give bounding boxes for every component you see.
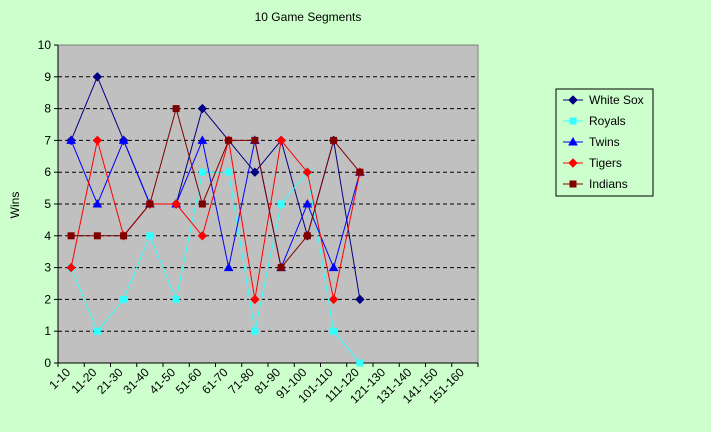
- x-tick-label: 51-60: [173, 365, 205, 397]
- legend-label: White Sox: [589, 93, 644, 107]
- data-point: [569, 180, 577, 188]
- data-point: [356, 359, 364, 367]
- data-point: [66, 135, 76, 144]
- data-point: [355, 294, 365, 305]
- data-point: [92, 135, 103, 146]
- data-point: [250, 294, 260, 305]
- x-tick-label: 31-40: [120, 365, 152, 397]
- series-line: [71, 106, 361, 269]
- legend: White Sox Royals Twins Tigers Indians: [555, 88, 654, 197]
- data-point: [302, 198, 313, 208]
- data-point: [328, 294, 339, 305]
- series-indians: [67, 105, 364, 272]
- data-point: [328, 262, 339, 272]
- data-point: [251, 327, 259, 335]
- data-point: [277, 264, 285, 272]
- data-point: [250, 167, 260, 177]
- data-point: [303, 232, 311, 240]
- legend-item: Twins: [563, 135, 620, 149]
- data-point: [146, 200, 154, 208]
- series-tigers: [66, 135, 365, 305]
- data-point: [251, 136, 259, 144]
- data-point: [197, 103, 208, 114]
- data-point: [197, 135, 208, 144]
- legend-label: Indians: [589, 177, 628, 191]
- data-point: [67, 232, 75, 240]
- data-point: [172, 105, 180, 113]
- y-tick-label: 8: [44, 102, 51, 116]
- legend-item: Indians: [563, 177, 628, 191]
- data-point: [568, 158, 578, 168]
- y-tick-label: 0: [44, 356, 51, 370]
- y-tick-label: 5: [44, 197, 51, 211]
- data-point: [146, 232, 154, 240]
- data-point: [225, 168, 233, 176]
- legend-label: Twins: [589, 135, 620, 149]
- data-point: [569, 117, 577, 125]
- data-point: [223, 262, 234, 272]
- data-point: [92, 198, 103, 208]
- data-point: [171, 199, 181, 209]
- data-point: [568, 95, 578, 105]
- data-point: [276, 135, 286, 146]
- y-tick-label: 1: [44, 324, 51, 338]
- y-tick-label: 7: [44, 133, 51, 147]
- data-point: [198, 200, 206, 208]
- data-point: [356, 168, 364, 176]
- data-point: [120, 232, 128, 240]
- data-point: [120, 295, 128, 303]
- data-point: [66, 262, 76, 273]
- legend-item: Royals: [563, 114, 626, 128]
- y-axis-label: Wins: [8, 192, 22, 219]
- x-tick-label: 21-30: [94, 365, 126, 397]
- y-tick-label: 3: [44, 261, 51, 275]
- data-point: [225, 136, 233, 144]
- data-point: [330, 327, 338, 335]
- data-point: [93, 327, 101, 335]
- y-tick-label: 6: [44, 165, 51, 179]
- y-tick-label: 10: [38, 38, 52, 52]
- x-tick-label: 71-80: [225, 365, 257, 397]
- legend-label: Tigers: [589, 156, 622, 170]
- y-tick-label: 4: [44, 229, 51, 243]
- legend-label: Royals: [589, 114, 626, 128]
- legend-item: White Sox: [563, 93, 644, 107]
- series-line: [70, 139, 361, 300]
- x-tick-label: 11-20: [69, 365, 100, 396]
- y-tick-label: 9: [44, 70, 51, 84]
- data-point: [172, 295, 180, 303]
- legend-item: Tigers: [563, 156, 622, 170]
- data-point: [197, 231, 208, 241]
- plot-area: 0123456789101-1011-2021-3031-4041-5051-6…: [38, 38, 479, 406]
- data-point: [302, 167, 313, 177]
- data-point: [93, 232, 101, 240]
- data-point: [92, 72, 103, 82]
- data-point: [118, 135, 129, 144]
- data-point: [198, 168, 206, 176]
- series-line: [70, 138, 361, 270]
- data-point: [277, 200, 285, 208]
- chart-title: 10 Game Segments: [255, 10, 362, 24]
- data-point: [568, 136, 578, 146]
- x-tick-label: 41-50: [147, 365, 179, 397]
- x-tick-label: 61-70: [199, 365, 231, 397]
- data-point: [330, 136, 338, 144]
- y-tick-label: 2: [44, 292, 51, 306]
